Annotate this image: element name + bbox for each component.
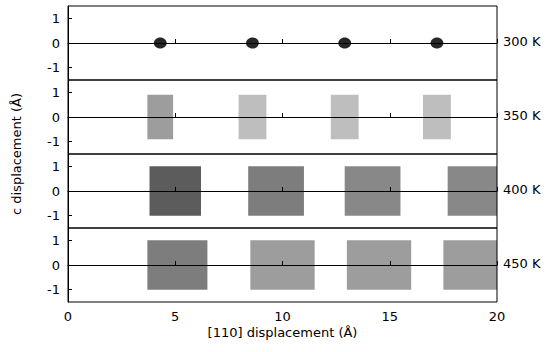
svg-text:10: 10 <box>274 309 291 324</box>
svg-text:-1: -1 <box>47 208 60 223</box>
svg-text:0: 0 <box>52 36 60 51</box>
svg-text:450 K: 450 K <box>503 256 541 271</box>
svg-text:-1: -1 <box>47 282 60 297</box>
svg-text:-1: -1 <box>47 134 60 149</box>
svg-text:[110] displacement (Å): [110] displacement (Å) <box>208 325 358 340</box>
svg-text:350 K: 350 K <box>503 108 541 123</box>
svg-text:0: 0 <box>52 110 60 125</box>
svg-text:0: 0 <box>64 309 72 324</box>
svg-text:0: 0 <box>52 258 60 273</box>
svg-text:15: 15 <box>381 309 398 324</box>
svg-text:400 K: 400 K <box>503 182 541 197</box>
svg-text:1: 1 <box>52 233 60 248</box>
svg-text:1: 1 <box>52 159 60 174</box>
svg-text:300 K: 300 K <box>503 34 541 49</box>
svg-text:20: 20 <box>489 309 506 324</box>
svg-text:0: 0 <box>52 184 60 199</box>
svg-text:c displacement (Å): c displacement (Å) <box>9 93 24 215</box>
svg-text:-1: -1 <box>47 60 60 75</box>
svg-text:5: 5 <box>171 309 179 324</box>
svg-text:1: 1 <box>52 85 60 100</box>
svg-text:1: 1 <box>52 11 60 26</box>
